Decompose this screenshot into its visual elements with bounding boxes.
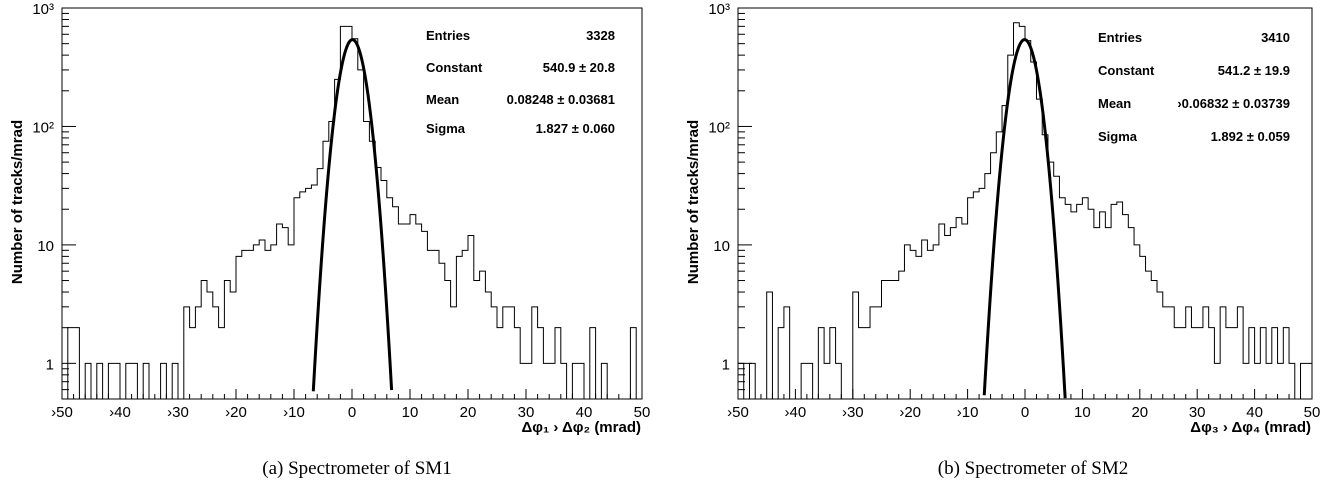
y-axis-label: Number of tracks/mrad	[685, 120, 702, 284]
x-tick-label: 10	[1074, 404, 1091, 421]
x-tick-label: ›30	[167, 404, 189, 421]
stats-value: 3410	[1261, 30, 1290, 45]
stats-value: 0.08248 ± 0.03681	[507, 92, 615, 107]
stats-label: Mean	[1098, 96, 1131, 111]
chart-panel-b: ›50 ›40 ›30 ›20 ›10 0 10 20 30 40 50 1 10 10² 10³ Entri…	[685, 1, 1320, 479]
x-tick-label: 0	[348, 404, 356, 421]
x-axis-label: Δφ₃ › Δφ₄ (mrad)	[1190, 419, 1311, 436]
histogram-series	[737, 22, 1313, 400]
chart-panel-a: ›50 ›40 ›30 ›20 ›10 0 10 20 30 40 50 1 10 10² 10³ Entri…	[9, 1, 650, 479]
x-tick-label: 50	[634, 404, 651, 421]
y-tick-label: 10²	[708, 119, 730, 136]
stats-value: 1.892 ± 0.059	[1211, 129, 1290, 144]
y-tick-label: 10³	[708, 1, 730, 18]
gaussian-fit-curve	[982, 38, 1067, 399]
x-tick-label: ›10	[957, 404, 979, 421]
x-tick-label: ›50	[727, 404, 749, 421]
x-tick-label: ›30	[842, 404, 864, 421]
x-tick-label: 30	[518, 404, 535, 421]
x-tick-label: 50	[1304, 404, 1321, 421]
y-tick-label: 10	[37, 238, 54, 255]
x-tick-label: ›50	[51, 404, 73, 421]
y-tick-label: 10³	[32, 1, 54, 18]
x-tick-label: 20	[1131, 404, 1148, 421]
y-tick-label: 10²	[32, 119, 54, 136]
x-tick-label: ›40	[785, 404, 807, 421]
x-tick-label: 40	[1246, 404, 1263, 421]
x-axis-label: Δφ₁ › Δφ₂ (mrad)	[521, 419, 641, 436]
stats-value: ›0.06832 ± 0.03739	[1177, 96, 1290, 111]
stats-label: Mean	[426, 92, 459, 107]
figure-caption: (a) Spectrometer of SM1	[262, 458, 451, 479]
x-tick-label: 30	[1189, 404, 1206, 421]
stats-label: Sigma	[426, 121, 466, 136]
stats-label: Sigma	[1098, 129, 1138, 144]
histogram-series	[62, 25, 642, 400]
stats-label: Constant	[1098, 63, 1155, 78]
y-axis-label: Number of tracks/mrad	[9, 120, 26, 284]
y-tick-label: 1	[722, 356, 730, 373]
x-tick-label: ›10	[283, 404, 305, 421]
stats-value: 540.9 ± 20.8	[543, 60, 615, 75]
stats-label: Entries	[426, 28, 470, 43]
x-tick-label: ›20	[899, 404, 921, 421]
stats-label: Constant	[426, 60, 483, 75]
stats-value: 541.2 ± 19.9	[1218, 63, 1290, 78]
y-tick-label: 10	[713, 238, 730, 255]
stats-value: 3328	[586, 28, 615, 43]
gaussian-fit-curve	[311, 38, 394, 392]
x-tick-label: 0	[1021, 404, 1029, 421]
x-tick-label: 20	[460, 404, 477, 421]
stats-value: 1.827 ± 0.060	[536, 121, 615, 136]
x-tick-label: ›40	[109, 404, 131, 421]
stats-label: Entries	[1098, 30, 1142, 45]
y-tick-label: 1	[46, 356, 54, 373]
figure-caption: (b) Spectrometer of SM2	[938, 458, 1128, 479]
x-tick-label: 40	[576, 404, 593, 421]
x-tick-label: ›20	[225, 404, 247, 421]
x-tick-label: 10	[402, 404, 419, 421]
